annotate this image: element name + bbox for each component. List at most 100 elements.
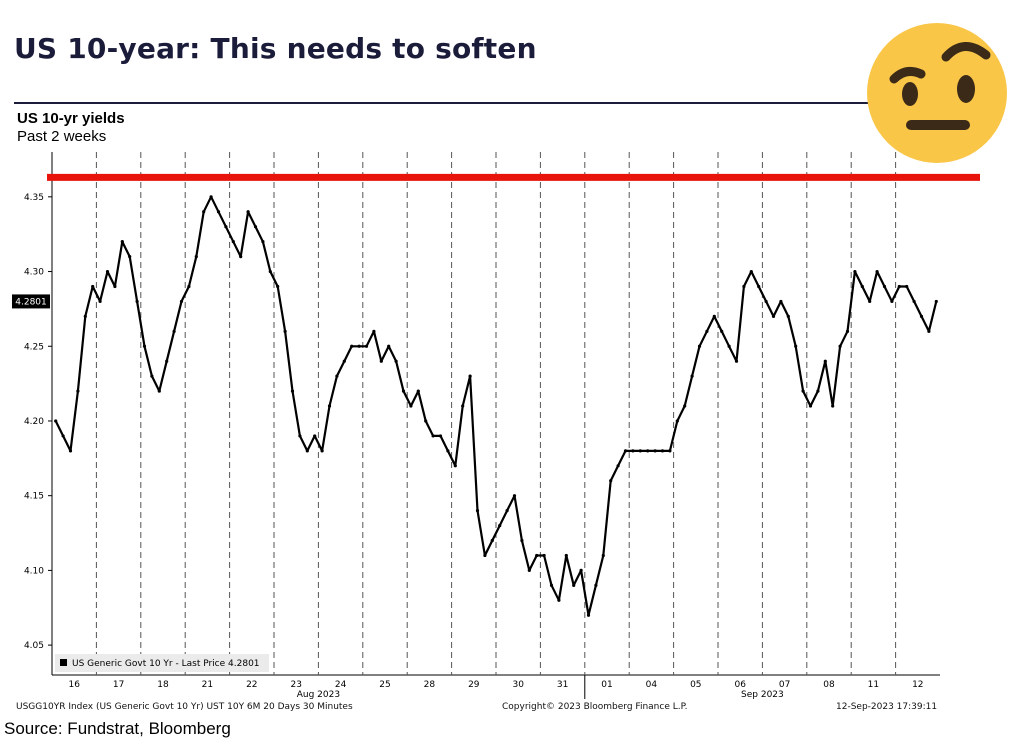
yield-point	[512, 494, 517, 498]
yield-point	[631, 449, 635, 453]
yield-point	[668, 449, 672, 453]
yield-point	[771, 314, 776, 318]
yield-point	[875, 269, 879, 274]
yield-point	[424, 419, 428, 423]
yield-point	[690, 374, 694, 378]
y-tick-label: 4.15	[24, 492, 44, 502]
yield-point	[638, 449, 642, 453]
yield-point	[749, 269, 753, 274]
yield-point	[461, 404, 465, 408]
yield-point	[727, 344, 731, 348]
yield-point	[446, 449, 450, 453]
yield-point	[438, 434, 443, 438]
yield-point	[853, 269, 857, 274]
y-tick-label: 4.10	[24, 566, 44, 576]
yield-point	[320, 449, 324, 453]
yield-point	[786, 314, 790, 318]
yield-point	[890, 299, 894, 304]
yield-point	[261, 240, 265, 244]
yield-point	[535, 553, 539, 558]
x-tick-label: 31	[557, 680, 568, 690]
yield-point	[527, 568, 531, 573]
yield-point	[409, 404, 413, 408]
yield-point	[83, 314, 87, 318]
yield-point	[387, 344, 391, 348]
x-tick-label: 22	[246, 680, 257, 690]
yield-point	[475, 509, 480, 513]
yield-point	[357, 344, 361, 348]
yield-point	[239, 255, 243, 259]
yield-series-line	[54, 195, 938, 617]
yield-point	[860, 284, 864, 289]
yield-point	[764, 299, 768, 304]
yield-point	[919, 314, 924, 318]
yield-point	[172, 329, 176, 333]
yield-point	[868, 299, 872, 304]
yield-point	[905, 284, 909, 289]
yield-point	[912, 299, 916, 304]
yield-point	[653, 449, 657, 453]
x-tick-label: 07	[779, 680, 790, 690]
title-divider	[14, 102, 894, 104]
y-tick-label: 4.20	[24, 417, 44, 427]
yield-point	[91, 284, 95, 289]
x-tick-label: 16	[68, 680, 80, 690]
yield-point	[897, 284, 901, 289]
yield-point	[697, 344, 702, 348]
x-tick-label: 12	[912, 680, 923, 690]
yield-point	[586, 613, 591, 617]
yield-point	[801, 389, 805, 393]
yield-point	[564, 553, 568, 558]
yield-point	[98, 299, 102, 304]
x-tick-label: 11	[868, 680, 879, 690]
legend-label: US Generic Govt 10 Yr - Last Price 4.280…	[72, 659, 260, 669]
yield-point	[609, 479, 613, 483]
yield-point	[165, 359, 169, 363]
yield-point	[675, 419, 679, 423]
yield-point	[142, 344, 147, 348]
yield-point	[342, 359, 346, 363]
yield-point	[401, 389, 406, 393]
yield-point	[808, 404, 813, 408]
yield-point	[276, 284, 280, 289]
footer-center: Copyright© 2023 Bloomberg Finance L.P.	[502, 702, 688, 712]
yield-point	[290, 389, 295, 393]
yield-point	[572, 583, 576, 587]
x-tick-label: 05	[690, 680, 701, 690]
yield-point	[416, 389, 420, 393]
yield-point	[194, 255, 198, 259]
x-tick-label: 04	[646, 680, 658, 690]
month-label: Sep 2023	[741, 690, 784, 700]
yield-point	[882, 284, 887, 289]
yield-point	[128, 255, 132, 259]
yield-point	[557, 598, 561, 602]
yield-point	[394, 359, 398, 363]
yield-point	[246, 210, 250, 214]
yield-point	[187, 284, 191, 289]
y-tick-label: 4.35	[24, 193, 44, 203]
legend-swatch	[60, 659, 67, 666]
last-price-label: 4.2801	[15, 297, 47, 307]
x-tick-label: 21	[202, 680, 213, 690]
yield-point	[779, 299, 783, 304]
raised-eyebrow-emoji-icon	[867, 23, 1007, 163]
yield-point	[224, 225, 228, 229]
footer-right: 12-Sep-2023 17:39:11	[836, 702, 938, 712]
yield-point	[794, 344, 798, 348]
yield-point	[757, 284, 761, 289]
yield-point	[549, 583, 554, 587]
yield-point	[705, 329, 709, 333]
yield-point	[350, 344, 354, 348]
slide-title: US 10-year: This needs to soften	[14, 32, 537, 65]
x-tick-label: 25	[379, 680, 390, 690]
y-tick-label: 4.30	[24, 268, 44, 278]
yield-point	[179, 299, 184, 304]
yield-point	[209, 195, 213, 199]
x-tick-label: 18	[157, 680, 169, 690]
legend-box	[55, 654, 269, 672]
source-note: Source: Fundstrat, Bloomberg	[4, 719, 231, 738]
yield-point	[253, 225, 258, 229]
yield-point	[268, 269, 272, 274]
x-tick-label: 24	[335, 680, 347, 690]
